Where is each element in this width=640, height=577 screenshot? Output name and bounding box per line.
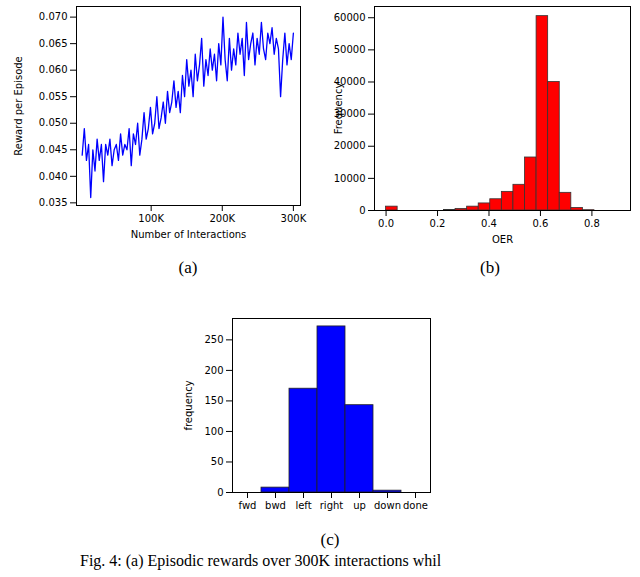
svg-text:300K: 300K <box>281 213 307 224</box>
svg-text:100K: 100K <box>138 213 164 224</box>
svg-text:0.060: 0.060 <box>39 64 68 75</box>
svg-text:0.8: 0.8 <box>584 218 600 229</box>
html-text:(a): (a) <box>178 258 198 277</box>
svg-text:0.6: 0.6 <box>532 218 548 229</box>
svg-text:0.2: 0.2 <box>430 218 446 229</box>
svg-text:left: left <box>295 500 311 511</box>
svg-text:100: 100 <box>204 426 223 437</box>
svg-text:0.4: 0.4 <box>481 218 497 229</box>
html-text:(c): (c) <box>320 530 340 549</box>
svg-text:done: done <box>403 500 428 511</box>
svg-text:50000: 50000 <box>334 44 366 55</box>
svg-text:0.035: 0.035 <box>39 197 68 208</box>
svg-text:200K: 200K <box>209 213 235 224</box>
svg-text:30000: 30000 <box>333 108 366 120</box>
svg-text:0.065: 0.065 <box>39 38 68 49</box>
svg-text:60000: 60000 <box>334 12 366 23</box>
html-text:Fig. 4: (a) Episodic rewards o: Fig. 4: (a) Episodic rewards over 300K i… <box>80 552 442 569</box>
svg-text:right: right <box>320 500 344 511</box>
svg-text:0: 0 <box>217 487 223 498</box>
svg-text:OER: OER <box>492 234 513 245</box>
svg-text:10000: 10000 <box>334 173 366 184</box>
svg-text:Reward per Episode: Reward per Episode <box>13 56 24 155</box>
svg-text:0: 0 <box>359 205 365 216</box>
svg-text:fwd: fwd <box>239 500 257 511</box>
svg-text:0.070: 0.070 <box>39 11 68 22</box>
svg-text:down: down <box>374 500 401 511</box>
svg-text:Number of Interactions: Number of Interactions <box>131 229 247 240</box>
svg-text:150: 150 <box>204 395 223 406</box>
svg-text:0.055: 0.055 <box>39 91 68 102</box>
svg-text:bwd: bwd <box>265 500 286 511</box>
svg-text:0.040: 0.040 <box>39 171 68 182</box>
svg-text:up: up <box>353 500 366 511</box>
svg-text:40000: 40000 <box>333 76 366 88</box>
svg-text:0.045: 0.045 <box>39 144 68 155</box>
svg-text:50: 50 <box>211 456 224 467</box>
svg-text:250: 250 <box>204 334 223 345</box>
svg-text:0.050: 0.050 <box>39 117 68 128</box>
svg-text:0.0: 0.0 <box>378 218 394 229</box>
svg-text:200: 200 <box>204 365 223 376</box>
svg-text:Frequency: Frequency <box>333 83 344 135</box>
html-text:(b): (b) <box>480 258 500 277</box>
svg-text:frequency: frequency <box>183 380 194 430</box>
svg-text:20000: 20000 <box>334 140 366 151</box>
